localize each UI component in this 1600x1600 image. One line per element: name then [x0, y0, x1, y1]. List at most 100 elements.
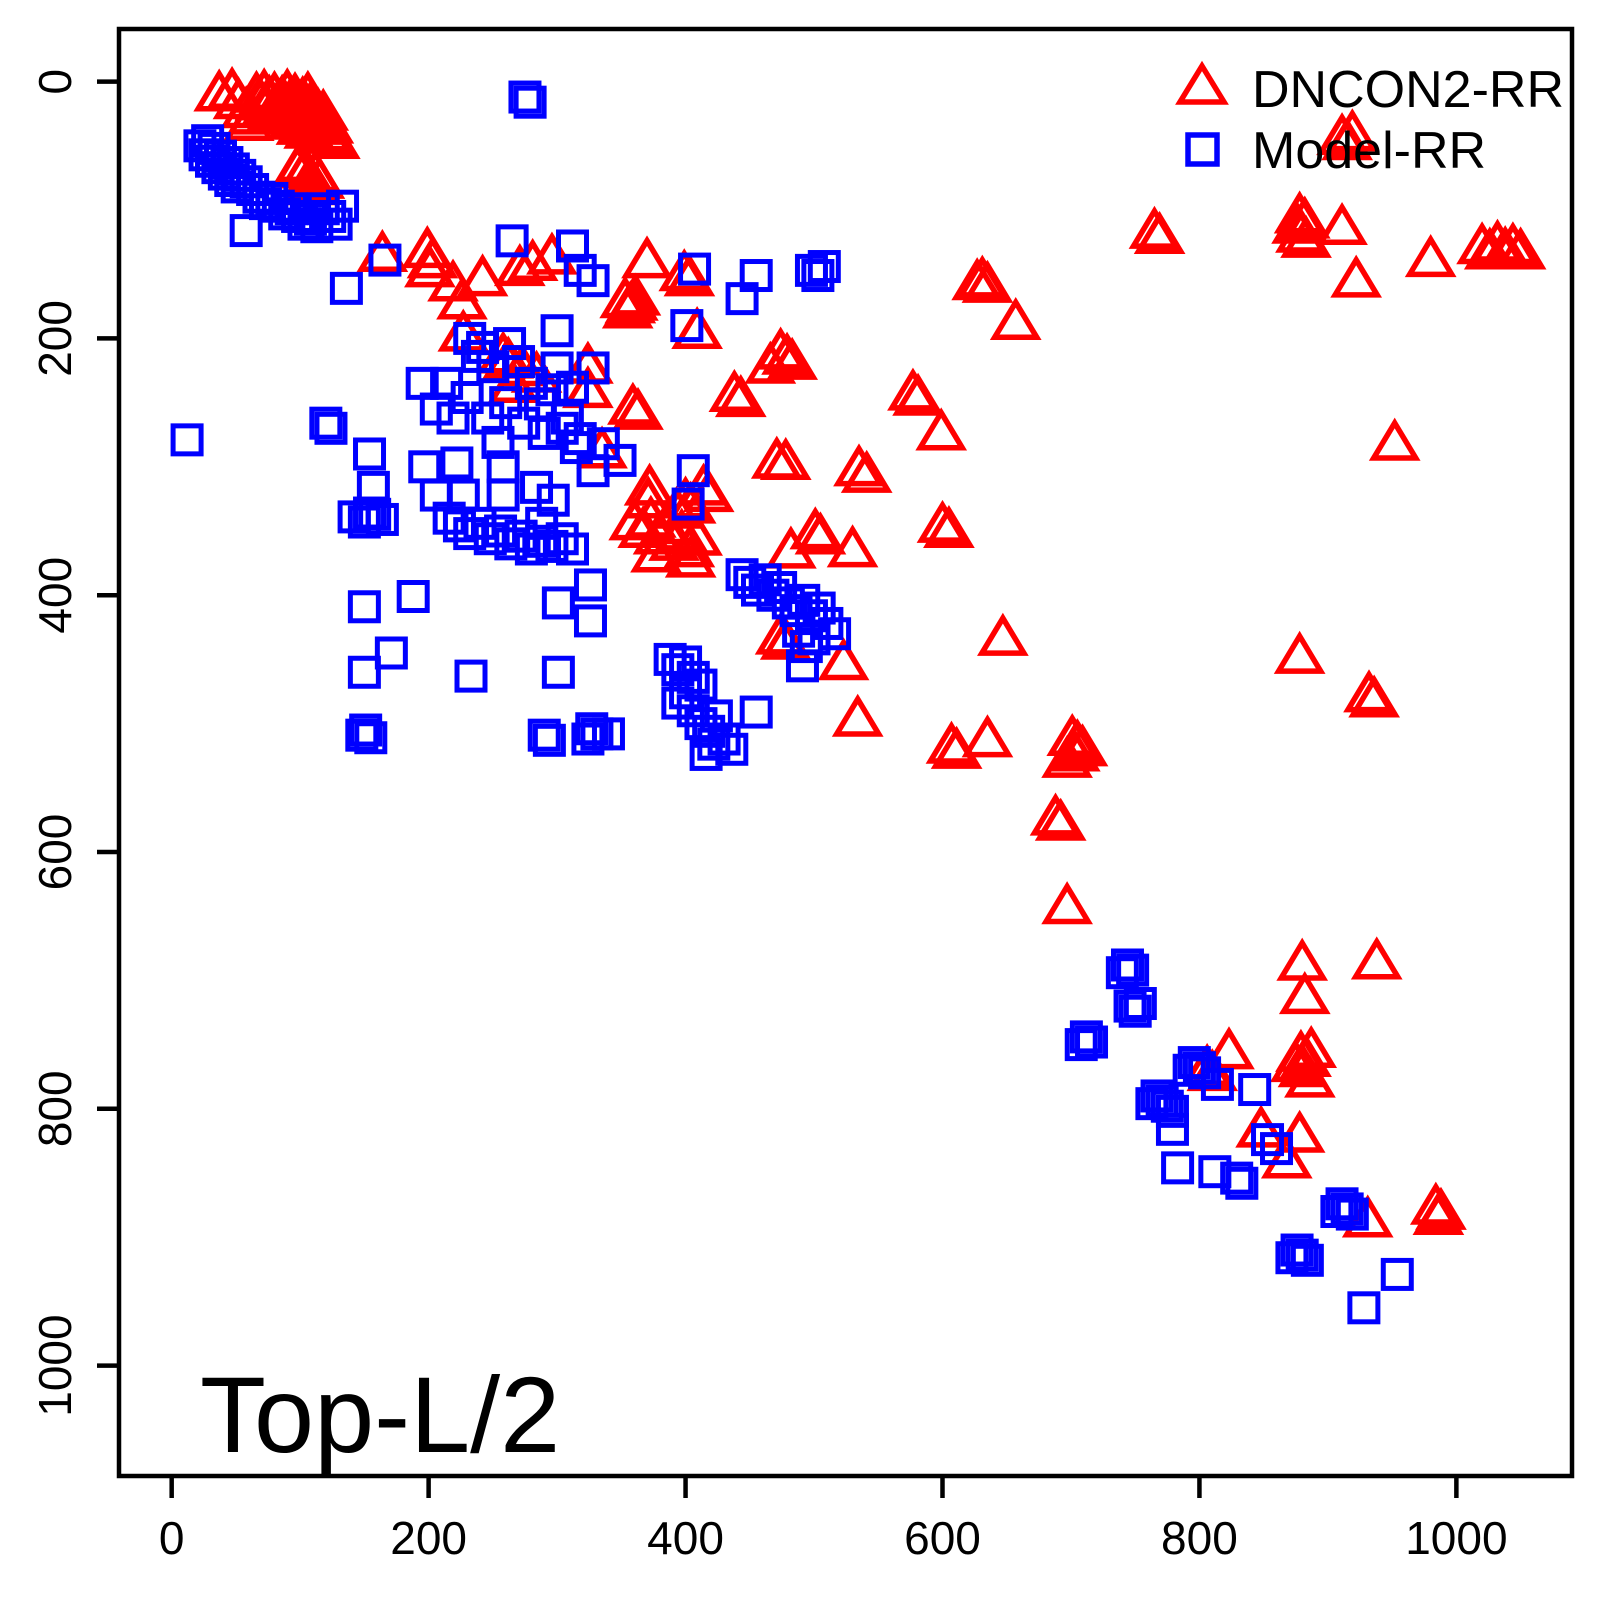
square-marker	[349, 713, 383, 747]
square-marker	[1118, 994, 1152, 1028]
x-tick-label: 0	[159, 1512, 185, 1564]
square-marker	[1260, 1132, 1294, 1166]
square-marker	[535, 373, 569, 407]
triangle-marker	[271, 144, 324, 188]
triangle-marker	[817, 637, 870, 681]
triangle-marker	[621, 235, 673, 279]
square-marker	[454, 659, 488, 693]
triangle-marker	[1203, 1026, 1255, 1070]
square-marker	[1105, 956, 1139, 990]
square-marker	[669, 676, 703, 710]
square-marker	[1177, 1046, 1211, 1080]
series-dncon2-rr	[193, 65, 1547, 1238]
triangle-marker	[833, 443, 885, 487]
triangle-marker	[1278, 971, 1331, 1015]
triangle-marker	[1487, 221, 1539, 265]
triangle-marker	[916, 499, 969, 543]
triangle-marker	[1276, 937, 1329, 981]
triangle-marker	[1284, 1054, 1336, 1098]
square-marker	[513, 85, 547, 119]
square-marker	[1330, 1192, 1364, 1226]
square-marker	[676, 454, 710, 488]
square-marker	[563, 422, 597, 456]
legend: DNCON2-RR Model-RR	[1175, 60, 1564, 180]
square-marker	[319, 207, 353, 241]
triangle-marker	[892, 372, 944, 416]
triangle-marker	[1041, 734, 1093, 778]
square-marker	[481, 425, 515, 459]
square-marker	[1064, 1028, 1098, 1062]
square-marker	[671, 487, 705, 521]
triangle-marker	[630, 529, 682, 573]
square-marker	[576, 351, 610, 385]
square-marker	[573, 568, 607, 602]
triangle-marker	[951, 257, 1004, 301]
triangle-marker	[1034, 797, 1087, 841]
square-marker	[576, 454, 610, 488]
square-marker	[453, 321, 487, 355]
square-marker	[1225, 1166, 1259, 1200]
y-tick-label: 800	[29, 1070, 81, 1147]
square-marker	[419, 392, 453, 426]
square-marker	[486, 478, 520, 512]
square-marker	[556, 229, 590, 263]
square-marker	[353, 437, 387, 471]
plot-annotation: Top-L/2	[200, 1354, 560, 1475]
square-marker	[540, 314, 574, 348]
square-marker	[1069, 1020, 1103, 1054]
triangle-marker	[607, 277, 659, 321]
triangle-marker	[1273, 630, 1326, 674]
triangle-marker	[759, 616, 812, 660]
square-marker	[785, 649, 819, 683]
square-marker	[347, 590, 381, 624]
square-marker	[314, 411, 348, 445]
square-marker	[1335, 1197, 1369, 1231]
square-marker	[556, 370, 590, 404]
square-marker	[576, 264, 610, 298]
square-marker	[689, 737, 723, 771]
triangle-marker	[826, 524, 879, 568]
triangle-marker	[493, 243, 546, 287]
square-marker	[573, 604, 607, 638]
square-marker	[494, 527, 528, 561]
square-marker	[532, 723, 566, 757]
square-marker	[670, 309, 704, 343]
x-tick-label: 600	[904, 1512, 981, 1564]
square-marker	[1280, 1233, 1314, 1267]
square-marker	[1220, 1161, 1254, 1195]
square-marker	[514, 366, 548, 400]
square-marker	[739, 259, 773, 293]
square-marker	[495, 224, 529, 258]
triangle-marker	[708, 368, 761, 412]
square-marker	[739, 695, 773, 729]
square-marker	[545, 522, 579, 556]
square-marker	[365, 502, 399, 536]
square-marker	[229, 214, 263, 248]
triangle-marker	[506, 237, 559, 281]
legend-triangle-icon	[1175, 60, 1229, 105]
square-marker	[471, 401, 505, 435]
square-marker	[541, 655, 575, 689]
triangle-marker	[1330, 254, 1383, 298]
square-marker	[408, 450, 442, 484]
square-marker	[541, 586, 575, 620]
square-marker	[575, 712, 609, 746]
triangle-marker	[1260, 1135, 1313, 1179]
square-marker	[580, 717, 614, 751]
square-marker	[358, 497, 392, 531]
triangle-marker	[794, 511, 847, 555]
square-marker	[1116, 953, 1150, 987]
square-marker	[329, 271, 363, 305]
triangle-marker	[831, 693, 884, 737]
legend-square-icon	[1185, 132, 1220, 167]
triangle-marker	[1350, 936, 1403, 980]
triangle-marker	[989, 296, 1042, 341]
triangle-marker	[1404, 234, 1457, 278]
triangle-marker	[1412, 1191, 1465, 1235]
triangle-marker	[1368, 417, 1421, 461]
square-marker	[507, 406, 541, 440]
x-tick-label: 200	[390, 1512, 467, 1564]
square-marker	[453, 517, 487, 551]
triangle-marker	[1316, 201, 1368, 246]
